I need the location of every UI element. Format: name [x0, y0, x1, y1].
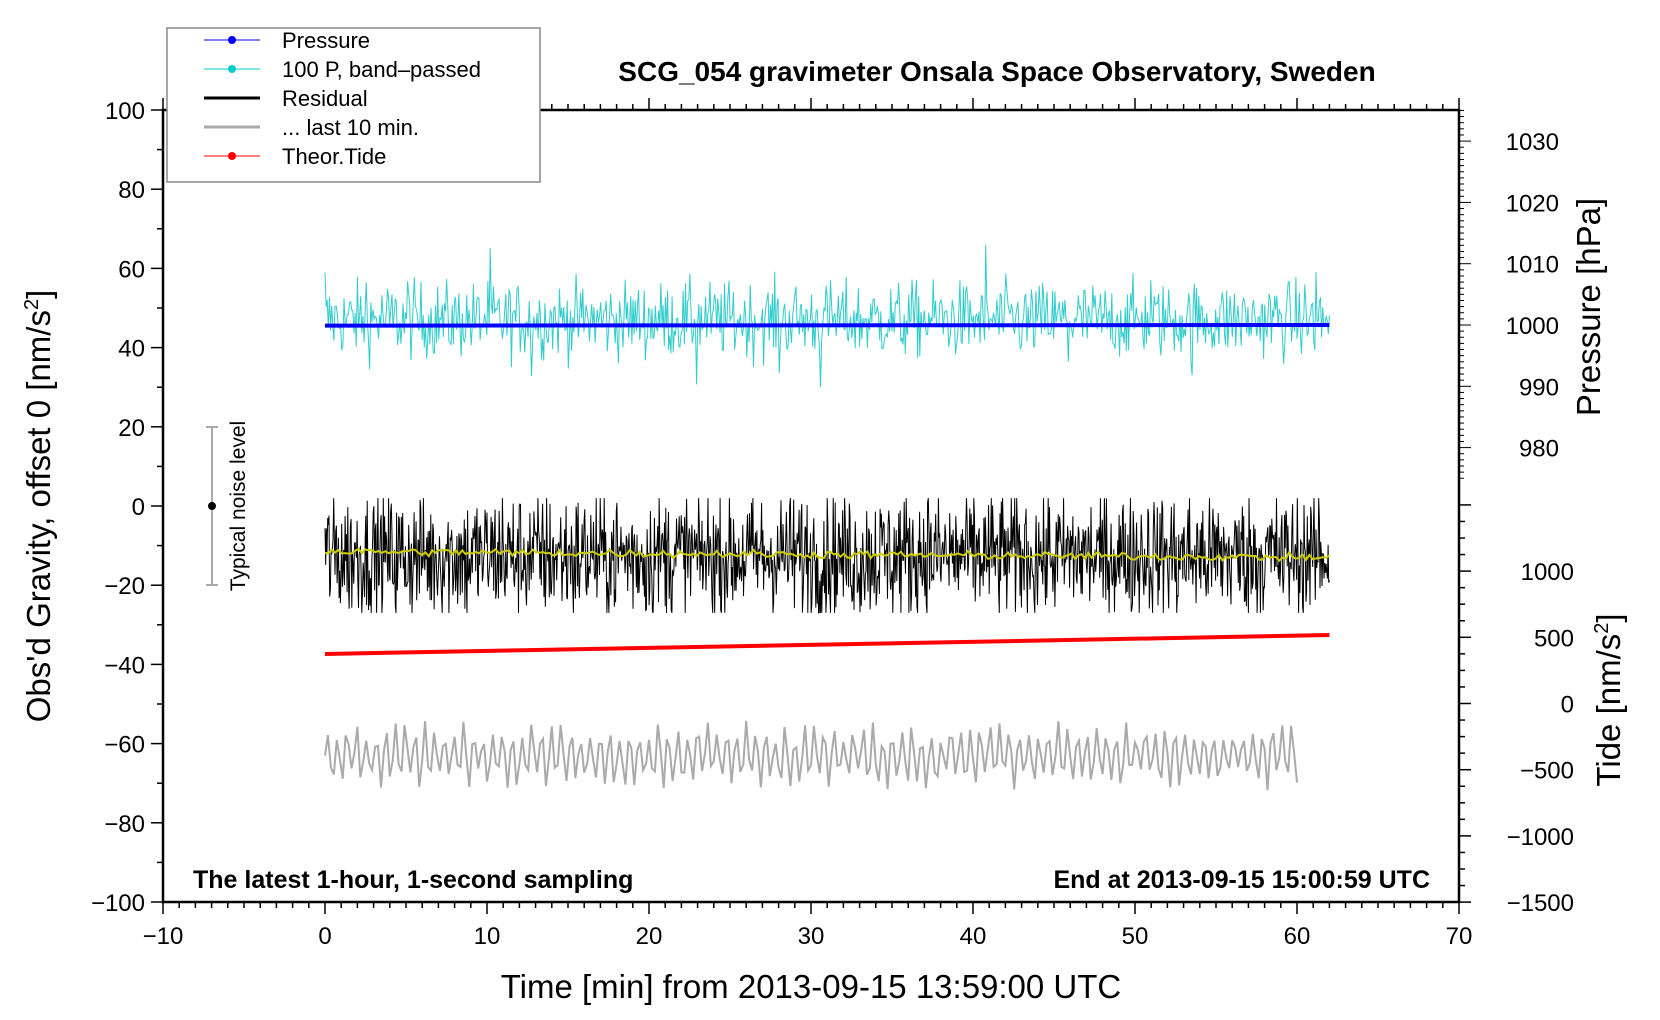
y-tick-label: 0 — [132, 494, 145, 521]
legend-marker — [228, 36, 236, 44]
tide-tick-label: −1500 — [1507, 890, 1574, 917]
pressure-tick-label: 980 — [1519, 436, 1559, 463]
noise-level-label: Typical noise level — [227, 421, 250, 591]
series-pressure — [324, 323, 1330, 328]
x-tick-label: 30 — [798, 923, 825, 950]
series-residual-smoothed — [324, 547, 1330, 563]
legend-marker — [228, 65, 236, 73]
y-tick-label: −20 — [104, 573, 145, 600]
y-tick-label: −80 — [104, 811, 145, 838]
x-tick-label: 20 — [636, 923, 663, 950]
pressure-axis-label: Pressure [hPa] — [1570, 198, 1607, 416]
series-last-10-min — [324, 720, 1298, 791]
series-100-p-band-passed — [324, 244, 1330, 388]
series-theor-tide — [324, 633, 1330, 656]
plot-frame — [161, 108, 1461, 904]
data-series — [324, 244, 1330, 791]
y-tick-label: −100 — [91, 890, 145, 917]
y-tick-label: 20 — [118, 415, 145, 442]
chart-title: SCG_054 gravimeter Onsala Space Observat… — [618, 56, 1375, 87]
x-tick-label: 0 — [318, 923, 331, 950]
pressure-tick-label: 1020 — [1506, 190, 1559, 217]
x-tick-label: 40 — [960, 923, 987, 950]
annotation-left: The latest 1-hour, 1-second sampling — [193, 866, 633, 894]
legend-label: ... last 10 min. — [282, 115, 419, 140]
tide-tick-label: 0 — [1561, 692, 1574, 719]
legend: Pressure 100 P, band–passed Residual ... la… — [166, 27, 541, 183]
pressure-tick-label: 1030 — [1506, 129, 1559, 156]
y-tick-label: 100 — [105, 98, 145, 125]
x-tick-label: 60 — [1284, 923, 1311, 950]
pressure-tick-label: 1010 — [1506, 252, 1559, 279]
tide-tick-label: −1000 — [1507, 824, 1574, 851]
tide-tick-label: 500 — [1534, 625, 1574, 652]
pressure-tick-label: 1000 — [1506, 313, 1559, 340]
axis-ticks: −10 0 10 20 30 40 50 60 70100806040200−20−40−60−… — [91, 98, 1574, 950]
y-tick-label: 60 — [118, 256, 145, 283]
x-tick-label: 70 — [1446, 923, 1473, 950]
noise-bar-center — [208, 502, 216, 510]
y-axis-label: Obs'd Gravity, offset 0 [nm/s2] — [20, 290, 57, 723]
legend-label: 100 P, band–passed — [282, 57, 481, 82]
x-tick-label: 10 — [474, 923, 501, 950]
legend-label: Theor.Tide — [282, 144, 386, 169]
tide-axis-label: Tide [nm/s2] — [1590, 613, 1627, 786]
noise-level-indicator: Typical noise level — [206, 421, 250, 591]
y-tick-label: −60 — [104, 732, 145, 759]
y-tick-label: 80 — [118, 177, 145, 204]
legend-label: Residual — [282, 86, 368, 111]
tide-tick-label: 1000 — [1521, 559, 1574, 586]
legend-label: Pressure — [282, 28, 370, 53]
annotation-right: End at 2013-09-15 15:00:59 UTC — [1053, 866, 1430, 894]
x-tick-label: 50 — [1122, 923, 1149, 950]
tide-tick-label: −500 — [1520, 758, 1574, 785]
y-tick-label: −40 — [104, 652, 145, 679]
y-tick-label: 40 — [118, 336, 145, 363]
x-axis-label: Time [min] from 2013-09-15 13:59:00 UTC — [501, 968, 1122, 1005]
x-tick-label: −10 — [143, 923, 184, 950]
pressure-tick-label: 990 — [1519, 374, 1559, 401]
legend-marker — [228, 152, 236, 160]
series-residual — [324, 498, 1330, 614]
